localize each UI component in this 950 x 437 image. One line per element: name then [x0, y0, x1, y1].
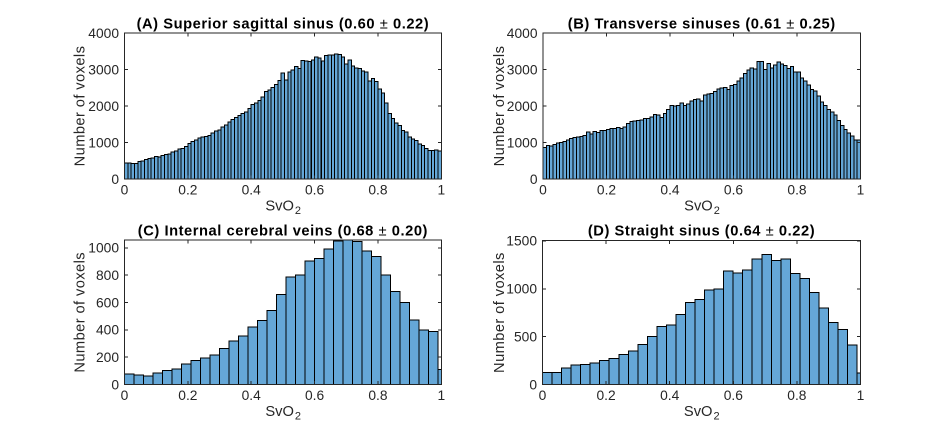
svg-text:Number of voxels: Number of voxels	[492, 46, 508, 167]
svg-text:(C) Internal cerebral veins (0: (C) Internal cerebral veins (0.68 ± 0.20…	[138, 224, 428, 240]
svg-text:2000: 2000	[88, 99, 119, 114]
svg-text:1000: 1000	[88, 241, 119, 256]
svg-text:0.2: 0.2	[178, 183, 197, 198]
svg-text:Number of voxels: Number of voxels	[73, 252, 89, 373]
svg-text:4000: 4000	[88, 26, 119, 41]
svg-text:800: 800	[96, 268, 119, 283]
svg-text:500: 500	[514, 330, 537, 345]
svg-text:0: 0	[529, 377, 537, 392]
svg-text:Number of voxels: Number of voxels	[73, 46, 89, 167]
svg-text:1000: 1000	[88, 135, 119, 150]
svg-text:1: 1	[857, 388, 865, 403]
svg-text:2: 2	[714, 205, 720, 217]
svg-text:0.8: 0.8	[368, 183, 388, 198]
svg-text:0.8: 0.8	[368, 388, 388, 403]
svg-text:3000: 3000	[507, 62, 538, 77]
svg-text:0.8: 0.8	[787, 388, 807, 403]
svg-text:(D) Straight sinus (0.64 ± 0.2: (D) Straight sinus (0.64 ± 0.22)	[588, 224, 815, 240]
svg-text:0.6: 0.6	[305, 183, 325, 198]
svg-text:SvO: SvO	[265, 404, 294, 420]
svg-text:0: 0	[111, 377, 119, 392]
svg-text:0.2: 0.2	[597, 183, 616, 198]
svg-text:(A) Superior sagittal sinus (0: (A) Superior sagittal sinus (0.60 ± 0.22…	[137, 17, 430, 33]
svg-text:2: 2	[714, 411, 720, 423]
svg-text:1000: 1000	[506, 282, 537, 297]
svg-text:1: 1	[857, 183, 865, 198]
svg-text:0.4: 0.4	[660, 183, 680, 198]
svg-text:0: 0	[539, 388, 547, 403]
svg-text:1000: 1000	[507, 135, 538, 150]
svg-text:0: 0	[111, 172, 119, 187]
svg-text:0.4: 0.4	[660, 388, 680, 403]
svg-text:SvO: SvO	[684, 199, 713, 215]
svg-text:4000: 4000	[507, 26, 538, 41]
svg-text:0.2: 0.2	[178, 388, 197, 403]
svg-text:0: 0	[121, 388, 129, 403]
svg-text:400: 400	[96, 323, 119, 338]
svg-text:Number of voxels: Number of voxels	[492, 252, 508, 373]
svg-text:1: 1	[437, 388, 445, 403]
svg-text:600: 600	[96, 295, 119, 310]
svg-text:0.6: 0.6	[724, 183, 744, 198]
svg-text:200: 200	[96, 350, 119, 365]
svg-text:0: 0	[539, 183, 547, 198]
svg-text:1: 1	[437, 183, 445, 198]
svg-text:(B) Transverse sinuses (0.61 ±: (B) Transverse sinuses (0.61 ± 0.25)	[568, 17, 836, 33]
svg-text:2: 2	[295, 205, 301, 217]
svg-text:3000: 3000	[88, 62, 119, 77]
svg-text:1500: 1500	[506, 234, 537, 249]
svg-text:SvO: SvO	[684, 404, 713, 420]
svg-text:0.6: 0.6	[724, 388, 744, 403]
svg-text:0.8: 0.8	[787, 183, 807, 198]
svg-text:2: 2	[295, 411, 301, 423]
svg-text:0.4: 0.4	[242, 183, 262, 198]
svg-text:0: 0	[121, 183, 129, 198]
svg-text:2000: 2000	[507, 99, 538, 114]
svg-text:0: 0	[530, 172, 538, 187]
svg-text:0.4: 0.4	[242, 388, 262, 403]
svg-text:0.6: 0.6	[305, 388, 325, 403]
svg-text:0.2: 0.2	[597, 388, 616, 403]
svg-text:SvO: SvO	[265, 199, 294, 215]
